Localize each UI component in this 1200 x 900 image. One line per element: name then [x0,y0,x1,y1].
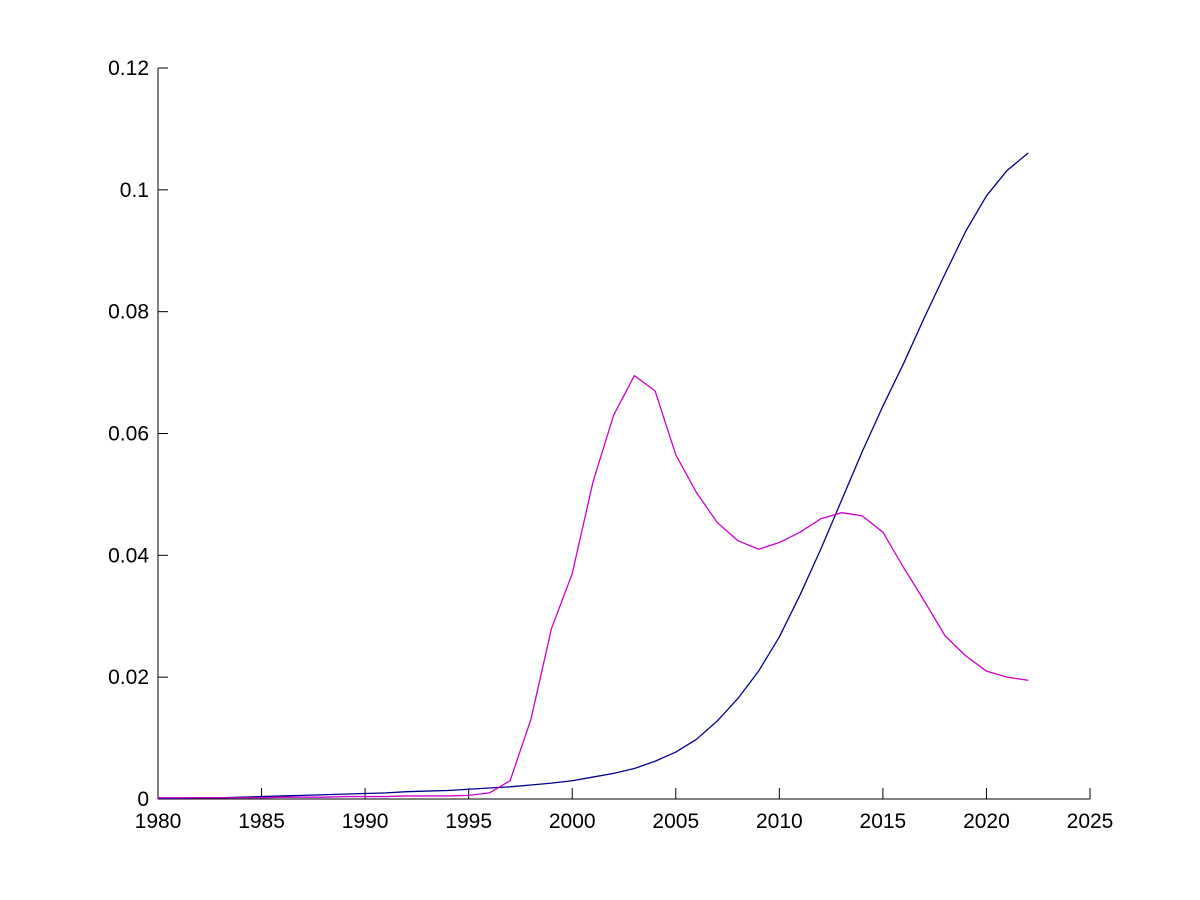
y-tick-label: 0.06 [108,423,149,446]
x-tick-label: 1985 [238,810,285,833]
tick-labels: 1980 1985 1990 1995 2000 2005 2010 2015 2020 2025… [108,57,1113,833]
y-tick-label: 0.12 [108,57,149,80]
magenta-series-line [157,374,1029,799]
x-tick-label: 2015 [860,810,907,833]
dark-blue-series-line [157,152,1029,800]
x-tick-label: 2005 [652,810,699,833]
x-tick-label: 2010 [756,810,803,833]
x-tick-label: 1980 [135,810,182,833]
x-tick-label: 1990 [342,810,389,833]
y-tick-label: 0.08 [108,301,149,324]
axes [157,67,1091,800]
x-tick-label: 2000 [549,810,596,833]
y-tick-label: 0.1 [120,179,149,202]
series-lines [157,152,1029,800]
y-tick-label: 0.04 [108,544,149,567]
x-tick-label: 2025 [1067,810,1114,833]
x-tick-label: 1995 [445,810,492,833]
y-tick-label: 0.02 [108,666,149,689]
x-tick-label: 2020 [963,810,1010,833]
y-tick-label: 0 [137,788,149,811]
